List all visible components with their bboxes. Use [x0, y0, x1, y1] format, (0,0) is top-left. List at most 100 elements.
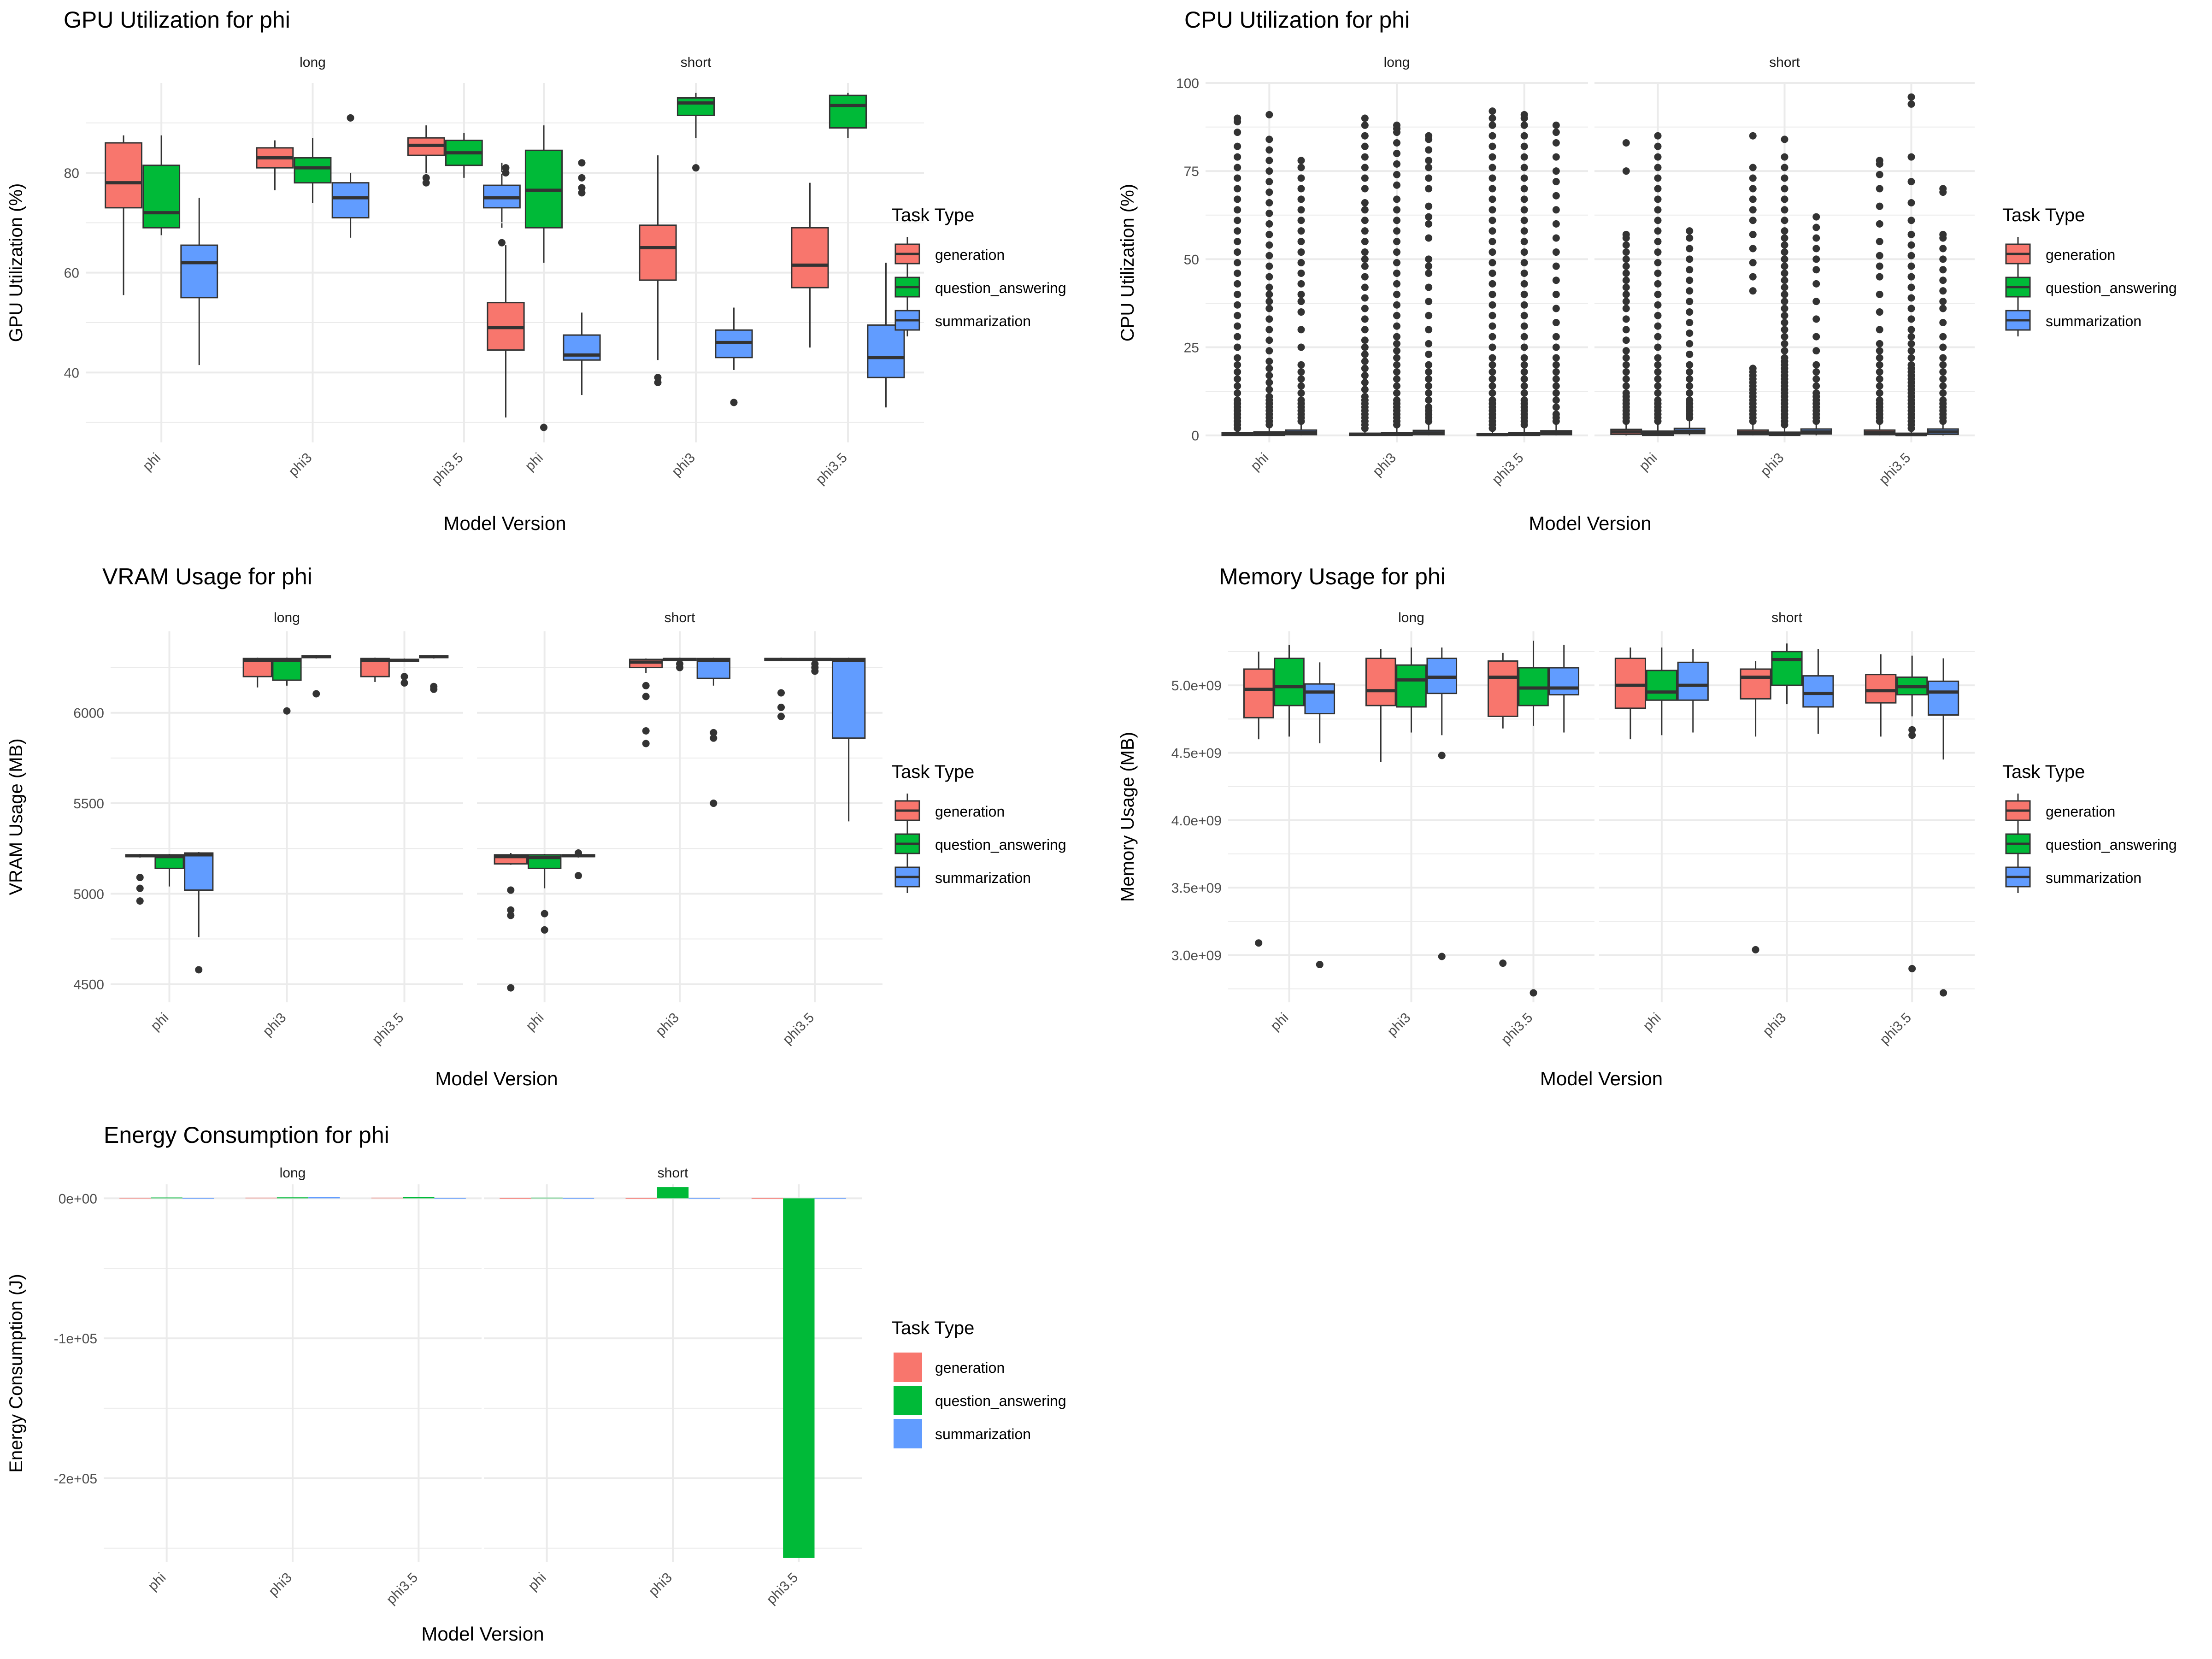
- outlier-point: [1552, 206, 1560, 214]
- outlier-point: [1654, 322, 1662, 330]
- outlier-point: [1425, 220, 1433, 228]
- outlier-point: [1876, 185, 1883, 193]
- legend-swatch: [894, 1419, 922, 1448]
- outlier-point: [1622, 241, 1630, 249]
- outlier-point: [1425, 213, 1433, 221]
- outlier-point: [1622, 382, 1630, 390]
- outlier-point: [1520, 343, 1528, 351]
- outlier-point: [1234, 382, 1241, 390]
- outlier-point: [1265, 209, 1273, 217]
- outlier-point: [1234, 301, 1241, 309]
- outlier-point: [1781, 354, 1788, 362]
- outlier-point: [1552, 375, 1560, 383]
- legend-key-summarization: summarization: [894, 303, 1031, 336]
- bar-phi-question_answering: [531, 1197, 563, 1199]
- box-phi3-question_answering: [663, 657, 697, 671]
- outlier-point: [1265, 305, 1273, 312]
- legend: Task Type generation question_answeringsum…: [2002, 205, 2177, 336]
- outlier-point: [1265, 273, 1273, 281]
- outlier-point: [1265, 347, 1273, 355]
- bar-phi-question_answering: [151, 1197, 182, 1199]
- outlier-point: [1781, 298, 1788, 306]
- outlier-point: [1654, 333, 1662, 341]
- outlier-point: [1234, 217, 1241, 224]
- outlier-point: [1654, 368, 1662, 376]
- outlier-point: [1393, 312, 1400, 319]
- outlier-point: [422, 179, 430, 187]
- outlier-point: [578, 189, 586, 197]
- outlier-point: [1876, 389, 1883, 397]
- outlier-point: [1781, 227, 1788, 235]
- outlier-point: [1361, 238, 1369, 246]
- legend-title: Task Type: [892, 762, 974, 782]
- box-phi3-summarization: [1412, 132, 1445, 435]
- box-body: [639, 224, 677, 281]
- outlier-point: [1781, 185, 1788, 193]
- outlier-point: [283, 707, 291, 715]
- outlier-point: [1686, 396, 1694, 404]
- y-tick-label: 5000: [73, 887, 104, 902]
- outlier-point: [1488, 259, 1496, 266]
- outlier-point: [1654, 248, 1662, 256]
- outlier-point: [642, 727, 650, 735]
- outlier-point: [1361, 164, 1369, 171]
- outlier-point: [1907, 340, 1915, 347]
- y-tick-label: 4.5e+09: [1171, 746, 1222, 761]
- outlier-point: [1265, 252, 1273, 259]
- outlier-point: [1234, 333, 1241, 341]
- y-tick-label: 60: [64, 266, 79, 281]
- outlier-point: [1939, 230, 1947, 238]
- box-phi3-generation: [256, 140, 294, 190]
- outlier-point: [575, 849, 582, 857]
- legend-label: summarization: [2046, 313, 2141, 329]
- outlier-point: [1393, 238, 1400, 246]
- box-phi3-generation: [242, 657, 272, 688]
- x-tick-label: phi: [1636, 450, 1660, 474]
- outlier-point: [1686, 382, 1694, 390]
- outlier-point: [1876, 157, 1883, 165]
- outlier-point: [1393, 227, 1400, 235]
- box-body: [1274, 658, 1305, 706]
- y-tick-label: 5500: [73, 796, 104, 812]
- outlier-point: [1686, 298, 1694, 306]
- outlier-point: [1361, 153, 1369, 161]
- legend-label: question_answering: [935, 836, 1066, 853]
- box-phi3.5-generation: [764, 657, 798, 720]
- outlier-point: [1654, 354, 1662, 362]
- outlier-point: [1425, 185, 1433, 193]
- outlier-point: [136, 897, 144, 905]
- outlier-point: [1361, 185, 1369, 193]
- outlier-point: [1686, 255, 1694, 263]
- outlier-point: [1876, 396, 1883, 404]
- outlier-point: [1393, 375, 1400, 383]
- outlier-point: [1297, 217, 1305, 224]
- outlier-point: [1876, 290, 1883, 298]
- outlier-point: [1781, 290, 1788, 298]
- outlier-point: [1654, 153, 1662, 161]
- facet-short: short phi phi3 phi3.5: [468, 55, 924, 488]
- bar-phi3.5-summarization: [814, 1198, 846, 1199]
- outlier-point: [1686, 266, 1694, 274]
- outlier-point: [1265, 135, 1273, 143]
- outlier-point: [1686, 245, 1694, 253]
- box-body: [294, 157, 332, 184]
- legend-label: question_answering: [2046, 836, 2177, 853]
- legend-label: summarization: [935, 1426, 1031, 1442]
- outlier-point: [1939, 368, 1947, 376]
- outlier-point: [811, 667, 819, 675]
- outlier-point: [1939, 185, 1947, 193]
- outlier-point: [1781, 262, 1788, 270]
- box-phi3.5-generation: [791, 182, 829, 348]
- outlier-point: [1425, 326, 1433, 334]
- box-phi-summarization: [1673, 227, 1706, 435]
- outlier-point: [1393, 181, 1400, 189]
- outlier-point: [1393, 340, 1400, 347]
- outlier-point: [1265, 365, 1273, 372]
- outlier-point: [1552, 220, 1560, 228]
- outlier-point: [1812, 347, 1820, 355]
- outlier-point: [1552, 129, 1560, 136]
- outlier-point: [642, 740, 650, 747]
- outlier-point: [400, 679, 408, 687]
- x-tick-label: phi3.5: [813, 450, 850, 488]
- outlier-point: [312, 690, 320, 698]
